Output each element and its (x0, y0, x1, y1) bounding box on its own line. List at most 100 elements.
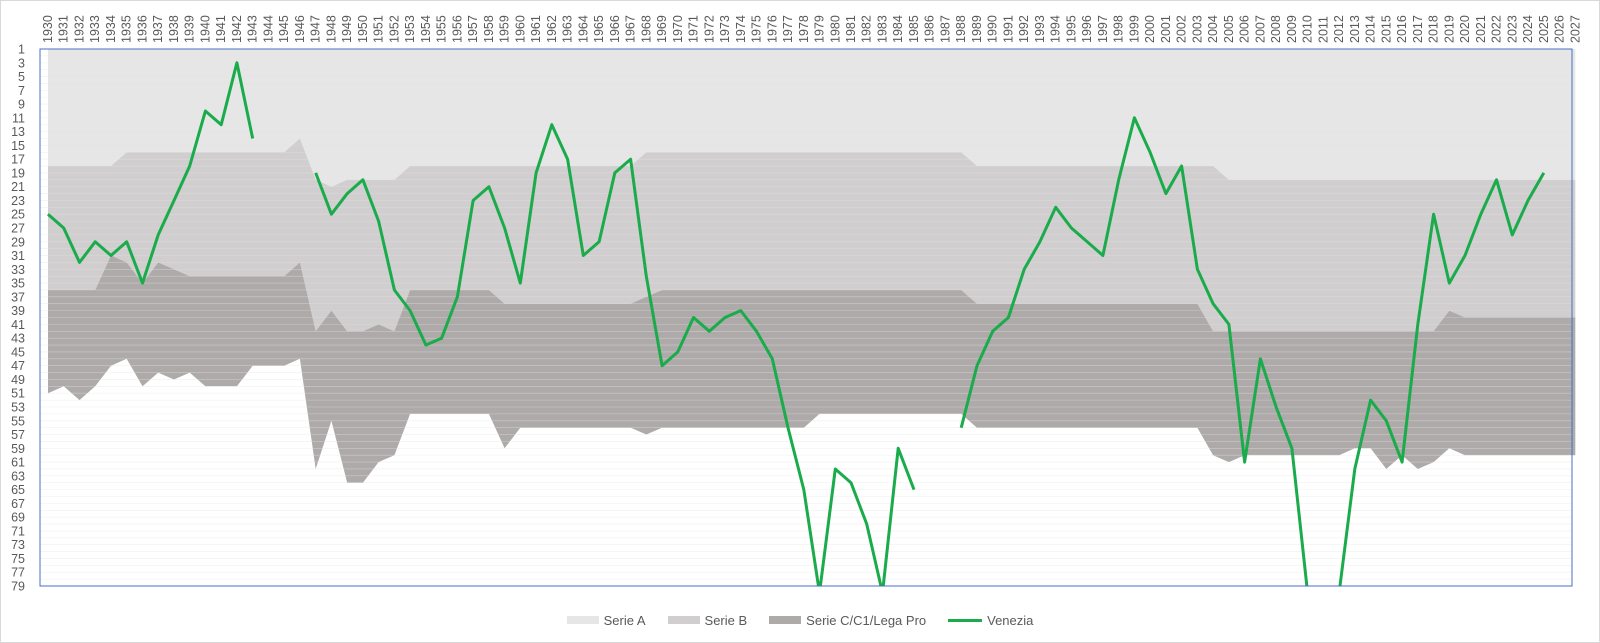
y-tick-label: 69 (11, 511, 25, 525)
x-tick-label: 1973 (718, 15, 732, 43)
x-tick-label: 2019 (1442, 15, 1456, 43)
x-tick-label: 1951 (372, 15, 386, 43)
y-tick-label: 63 (11, 469, 25, 483)
x-tick-label: 2005 (1222, 15, 1236, 43)
x-tick-label: 2021 (1474, 15, 1488, 43)
x-tick-label: 1932 (72, 15, 86, 43)
legend-line-venezia (948, 618, 983, 622)
x-tick-label: 1997 (1096, 15, 1110, 43)
y-tick-label: 13 (11, 125, 25, 139)
x-tick-label: 1949 (340, 15, 354, 43)
x-tick-label: 1983 (875, 15, 889, 43)
y-axis-tick-labels: 1357911131517192123252729313335373941434… (11, 43, 25, 594)
x-tick-label: 1993 (1033, 15, 1047, 43)
x-tick-label: 1941 (214, 15, 228, 43)
x-tick-label: 1946 (293, 15, 307, 43)
x-tick-label: 2013 (1348, 15, 1362, 43)
y-tick-label: 33 (11, 263, 25, 277)
y-tick-label: 29 (11, 235, 25, 249)
x-tick-label: 1964 (576, 15, 590, 43)
x-tick-label: 1990 (986, 15, 1000, 43)
y-tick-label: 41 (11, 318, 25, 332)
x-tick-label: 2012 (1332, 15, 1346, 43)
x-tick-label: 1966 (608, 15, 622, 43)
y-tick-label: 1 (18, 43, 25, 57)
legend-swatch-serie-b (667, 616, 700, 624)
venezia-line-layer (47, 61, 1546, 586)
y-tick-label: 7 (18, 84, 25, 98)
x-tick-label: 1977 (781, 15, 795, 43)
y-tick-label: 9 (18, 98, 25, 112)
plot-border (39, 48, 1573, 587)
x-tick-label: 1955 (435, 15, 449, 43)
y-tick-label: 11 (12, 111, 25, 125)
venezia-line-segment (47, 61, 255, 285)
y-tick-label: 51 (11, 387, 25, 401)
y-tick-label: 53 (11, 401, 25, 415)
y-tick-label: 57 (11, 428, 25, 442)
x-tick-label: 2002 (1175, 15, 1189, 43)
x-tick-label: 2008 (1269, 15, 1283, 43)
x-tick-label: 1948 (324, 15, 338, 43)
x-tick-label: 2016 (1395, 15, 1409, 43)
x-tick-label: 2018 (1427, 15, 1441, 43)
x-tick-label: 1939 (183, 15, 197, 43)
x-tick-label: 2000 (1143, 15, 1157, 43)
y-tick-label: 61 (11, 456, 25, 470)
x-tick-label: 2027 (1568, 15, 1582, 43)
venezia-line-segment (959, 116, 1309, 586)
x-tick-label: 1974 (734, 15, 748, 43)
x-tick-label: 1936 (135, 15, 149, 43)
x-tick-label: 1962 (545, 15, 559, 43)
serie-c-area (48, 255, 1576, 483)
x-tick-label: 1930 (41, 15, 55, 43)
y-tick-label: 23 (11, 194, 25, 208)
y-tick-label: 27 (11, 222, 25, 236)
y-tick-label: 65 (11, 483, 25, 497)
legend-item-venezia: Venezia (948, 613, 1033, 628)
x-tick-label: 1995 (1064, 15, 1078, 43)
y-tick-label: 21 (11, 180, 25, 194)
x-tick-label: 1960 (513, 15, 527, 43)
x-tick-label: 2020 (1458, 15, 1472, 43)
x-tick-label: 2009 (1285, 15, 1299, 43)
x-tick-label: 1958 (482, 15, 496, 43)
y-tick-label: 5 (18, 70, 25, 84)
y-tick-label: 39 (11, 304, 25, 318)
x-tick-label: 1957 (466, 15, 480, 43)
x-tick-label: 2011 (1316, 16, 1330, 43)
x-axis-tick-labels: 1930 1931 1932 1933 1934 1935 1936 1937 1938 1939… (41, 15, 1582, 43)
y-tick-label: 49 (11, 373, 25, 387)
x-tick-label: 2006 (1238, 15, 1252, 43)
y-tick-label: 3 (18, 56, 25, 70)
x-tick-label: 2025 (1537, 15, 1551, 43)
x-tick-label: 1981 (844, 15, 858, 43)
legend-label-serie-a: Serie A (603, 612, 646, 628)
x-tick-label: 1991 (1001, 15, 1015, 43)
x-tick-label: 1959 (498, 15, 512, 43)
y-tick-label: 55 (11, 414, 25, 428)
x-tick-label: 1934 (104, 15, 118, 43)
x-tick-label: 2003 (1190, 15, 1204, 43)
y-tick-label: 19 (11, 166, 25, 180)
x-tick-label: 1978 (797, 15, 811, 43)
legend-swatch-serie-c (769, 616, 802, 624)
x-tick-label: 1996 (1080, 15, 1094, 43)
x-tick-label: 1952 (387, 15, 401, 43)
y-tick-label: 47 (11, 359, 25, 373)
x-tick-label: 1967 (624, 15, 638, 43)
y-tick-label: 43 (11, 332, 25, 346)
y-tick-label: 79 (11, 580, 25, 594)
x-tick-label: 1979 (813, 15, 827, 43)
x-tick-label: 1956 (450, 15, 464, 43)
y-tick-label: 67 (11, 497, 25, 511)
x-tick-label: 1933 (88, 15, 102, 43)
x-tick-label: 2022 (1490, 15, 1504, 43)
x-tick-label: 1953 (403, 15, 417, 43)
x-tick-label: 2026 (1553, 15, 1567, 43)
x-tick-label: 1940 (198, 15, 212, 43)
x-tick-label: 1987 (938, 15, 952, 43)
y-tick-label: 45 (11, 345, 25, 359)
x-tick-label: 1984 (891, 15, 905, 43)
